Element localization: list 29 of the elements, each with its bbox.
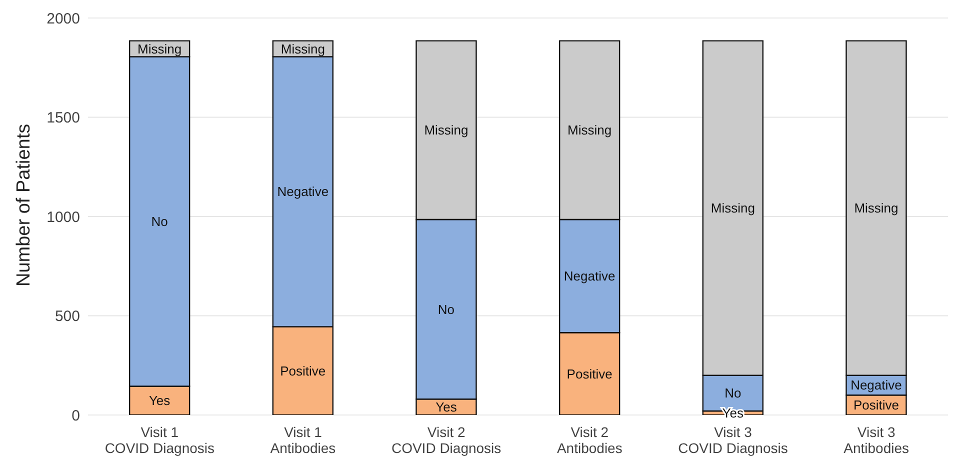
x-tick-label: Visit 2 COVID Diagnosis	[391, 424, 502, 456]
data-label: Negative	[850, 378, 902, 393]
data-label: Missing	[710, 200, 755, 216]
data-label: Missing	[568, 122, 612, 138]
y-axis-title: Number of Patients	[14, 124, 35, 286]
x-tick-label: Visit 3 Antibodies	[844, 424, 910, 456]
data-label: Missing	[138, 41, 182, 56]
data-label: Positive	[566, 366, 612, 382]
data-label: Positive	[280, 363, 326, 378]
x-tick-label: Visit 3 COVID Diagnosis	[678, 424, 788, 456]
x-tick-label: Visit 1 COVID Diagnosis	[104, 424, 215, 456]
y-tick-label: 500	[54, 308, 80, 326]
y-tick-label: 1000	[46, 208, 80, 226]
data-label: Yes	[148, 393, 171, 408]
y-tick-label: 1500	[46, 110, 80, 127]
data-label: No	[724, 386, 742, 401]
data-label: Missing	[280, 41, 325, 56]
data-label: Yes	[436, 400, 458, 415]
data-label: No	[438, 302, 455, 317]
data-label: Missing	[854, 200, 898, 216]
y-tick-label: 0	[72, 407, 80, 424]
x-tick-label: Visit 1 Antibodies	[270, 424, 336, 456]
data-label: Missing	[424, 122, 468, 138]
data-label: No	[151, 214, 168, 229]
y-tick-label: 2000	[46, 10, 80, 28]
data-label: Negative	[564, 268, 616, 284]
data-label: Positive	[853, 398, 899, 413]
data-label: Negative	[277, 184, 329, 200]
x-tick-label: Visit 2 Antibodies	[556, 424, 622, 456]
